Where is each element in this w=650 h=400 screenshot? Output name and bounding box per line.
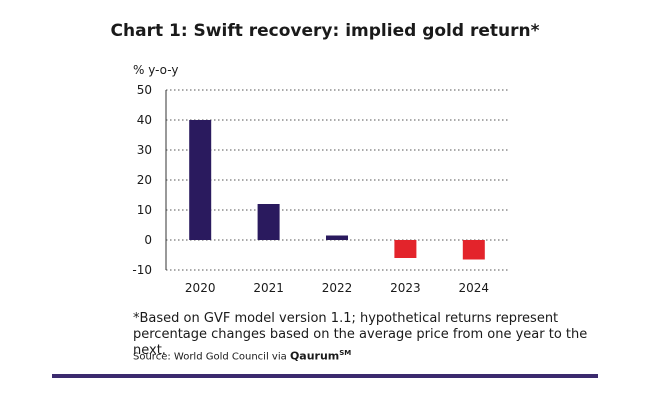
chart-title: Chart 1: Swift recovery: implied gold re…	[110, 21, 540, 41]
source-brand-mark: SM	[339, 349, 352, 357]
y-tick-label: 30	[137, 143, 152, 157]
source-prefix: Source: World Gold Council via	[133, 351, 287, 363]
y-axis-label: % y-o-y	[133, 63, 179, 77]
bar	[189, 120, 212, 240]
x-tick-label: 2023	[390, 281, 421, 295]
y-tick-label: 40	[137, 113, 152, 127]
bottom-rule	[52, 374, 598, 378]
bar	[462, 240, 485, 260]
source-line: Source: World Gold Council via QaurumSM	[133, 349, 351, 362]
y-tick-label: 0	[144, 233, 152, 247]
y-tick-label: -10	[132, 263, 152, 277]
x-tick-label: 2020	[185, 281, 216, 295]
y-tick-label: 10	[137, 203, 152, 217]
bar	[326, 235, 348, 240]
y-tick-label: 20	[137, 173, 152, 187]
x-tick-label: 2021	[253, 281, 284, 295]
x-tick-label: 2022	[322, 281, 353, 295]
x-tick-label: 2024	[459, 281, 490, 295]
y-tick-label: 50	[137, 83, 152, 97]
source-brand: Qaurum	[289, 349, 340, 363]
bar	[394, 240, 417, 258]
footnote: *Based on GVF model version 1.1; hypothe…	[133, 311, 588, 358]
bar	[257, 204, 280, 240]
